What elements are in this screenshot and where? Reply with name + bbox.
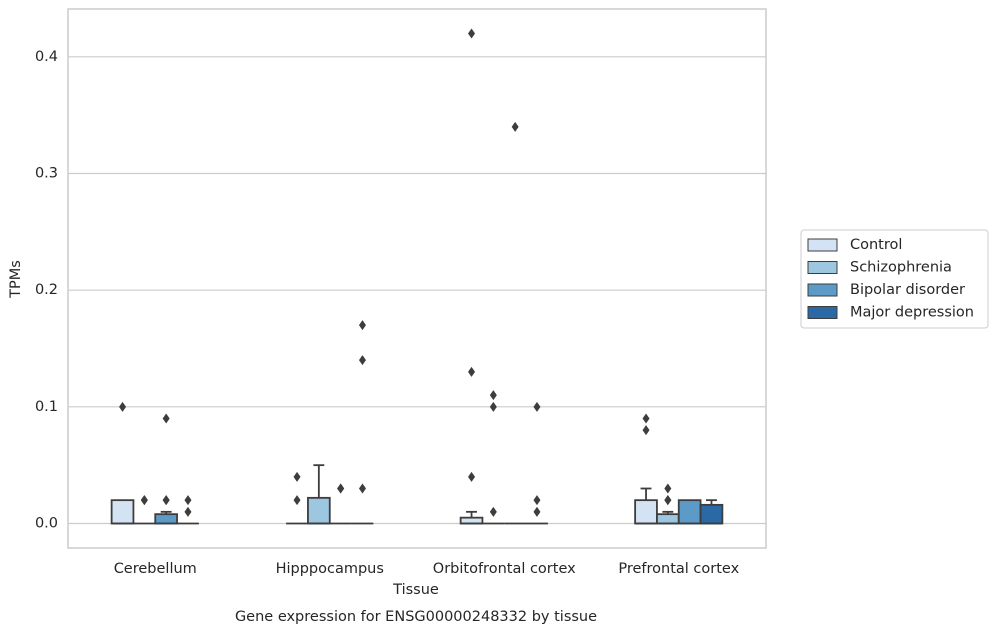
x-tick-label: Orbitofrontal cortex [433, 561, 576, 577]
legend-swatch [807, 261, 838, 274]
outlier [358, 320, 366, 331]
outlier [533, 401, 541, 412]
outlier [642, 425, 650, 436]
x-tick-label: Prefrontal cortex [618, 561, 739, 577]
x-axis-label: Tissue [392, 582, 439, 598]
x-tick-label: Hipppocampus [276, 561, 384, 577]
legend-label: Control [850, 237, 902, 253]
box-group [154, 413, 178, 525]
y-tick-label: 0.4 [35, 49, 58, 65]
box-group [526, 401, 548, 525]
outlier [642, 413, 650, 424]
y-tick-label: 0.3 [35, 166, 58, 182]
outlier [468, 471, 476, 482]
box [110, 499, 135, 525]
box-group [656, 483, 680, 525]
plot-frame [67, 8, 767, 549]
box-group [110, 401, 135, 525]
box-group [699, 499, 724, 525]
outlier [293, 471, 301, 482]
outlier [489, 506, 497, 517]
outlier [184, 495, 192, 506]
outlier [140, 495, 148, 506]
legend-swatch [807, 283, 838, 297]
box-group [177, 495, 199, 525]
y-tick-label: 0.0 [35, 516, 58, 532]
outlier [489, 390, 497, 401]
box [154, 513, 178, 525]
box-group [307, 464, 331, 525]
box [677, 499, 702, 525]
outlier [511, 121, 519, 132]
y-tick-label: 0.1 [35, 399, 58, 415]
outlier [358, 355, 366, 366]
box-group [329, 483, 352, 525]
outlier [664, 483, 672, 494]
outlier [468, 28, 476, 39]
legend-label: Major depression [850, 305, 974, 321]
outlier [533, 506, 541, 517]
box-group [482, 390, 505, 525]
box-group [286, 471, 308, 525]
chart-title: Gene expression for ENSG00000248332 by t… [235, 609, 597, 625]
outlier [119, 401, 127, 412]
y-tick-label: 0.2 [35, 282, 58, 298]
outlier [468, 366, 476, 377]
legend-frame [800, 229, 989, 329]
box [634, 499, 658, 525]
box [656, 513, 680, 525]
box-group [677, 499, 702, 525]
box-group [634, 413, 658, 525]
box-group [351, 320, 374, 525]
legend-swatch [807, 238, 838, 252]
legend-swatch [807, 306, 838, 319]
outlier [533, 495, 541, 506]
y-axis-label: TPMs [8, 260, 24, 299]
outlier [358, 483, 366, 494]
legend-label: Bipolar disorder [850, 282, 965, 298]
box-group [459, 28, 484, 525]
legend-label: Schizophrenia [850, 260, 952, 276]
x-tick-label: Cerebellum [114, 561, 197, 577]
box-group [133, 495, 156, 525]
outlier [293, 495, 301, 506]
box-group [504, 121, 527, 525]
outlier [489, 401, 497, 412]
box [699, 503, 724, 525]
box [307, 496, 331, 525]
outlier [337, 483, 345, 494]
outlier [184, 506, 192, 517]
outlier [162, 413, 170, 424]
outlier [664, 495, 672, 506]
outlier [162, 495, 170, 506]
